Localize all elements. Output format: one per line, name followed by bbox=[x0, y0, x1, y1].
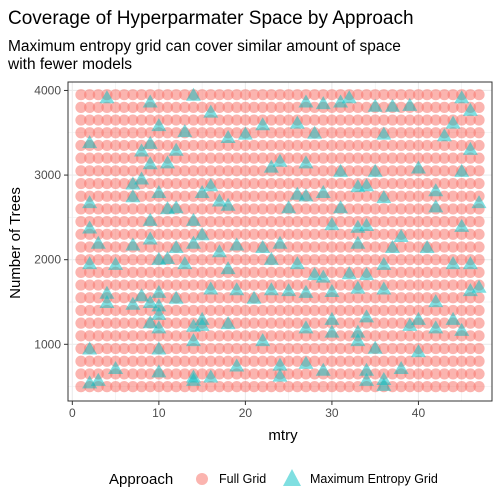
legend-label-max-entropy: Maximum Entropy Grid bbox=[310, 472, 438, 486]
chart-title: Coverage of Hyperparmater Space by Appro… bbox=[8, 8, 414, 29]
full-grid-point bbox=[473, 343, 484, 354]
full-grid-point bbox=[473, 356, 484, 367]
full-grid-point bbox=[473, 140, 484, 151]
legend-title: Approach bbox=[109, 471, 173, 488]
full-grid-point bbox=[473, 318, 484, 329]
full-grid-point bbox=[473, 305, 484, 316]
x-tick-label: 20 bbox=[239, 406, 253, 420]
full-grid-point bbox=[473, 381, 484, 392]
full-grid-point bbox=[473, 178, 484, 189]
full-grid-point bbox=[473, 330, 484, 341]
full-grid-point bbox=[473, 241, 484, 252]
full-grid-point bbox=[473, 114, 484, 125]
full-grid-point bbox=[473, 254, 484, 265]
subtitle-line-1: Maximum entropy grid can cover similar a… bbox=[8, 38, 401, 55]
y-tick-label: 3000 bbox=[34, 168, 61, 182]
y-tick-label: 4000 bbox=[34, 83, 61, 97]
legend: Approach Full Grid Maximum Entropy Grid bbox=[109, 469, 438, 488]
legend-label-full-grid: Full Grid bbox=[219, 472, 266, 486]
y-axis-title: Number of Trees bbox=[7, 187, 24, 299]
full-grid-point bbox=[473, 216, 484, 227]
full-grid-point bbox=[473, 165, 484, 176]
y-axis-ticks: 1000 2000 3000 4000 bbox=[34, 83, 68, 351]
legend-key-full-grid bbox=[196, 473, 208, 485]
x-tick-label: 30 bbox=[325, 406, 339, 420]
full-grid-point bbox=[473, 89, 484, 100]
full-grid-point bbox=[473, 368, 484, 379]
full-grid-point bbox=[473, 229, 484, 240]
x-tick-label: 40 bbox=[412, 406, 426, 420]
x-tick-label: 0 bbox=[69, 406, 76, 420]
subtitle-line-2: with fewer models bbox=[7, 56, 132, 73]
y-tick-label: 1000 bbox=[34, 337, 61, 351]
full-grid-point bbox=[473, 127, 484, 138]
x-axis-ticks: 0 10 20 30 40 bbox=[69, 401, 425, 420]
x-axis-title: mtry bbox=[268, 427, 298, 444]
y-tick-label: 2000 bbox=[34, 253, 61, 267]
legend-key-max-entropy bbox=[283, 469, 301, 486]
chart-subtitle: Maximum entropy grid can cover similar a… bbox=[7, 38, 405, 73]
x-tick-label: 10 bbox=[152, 406, 166, 420]
